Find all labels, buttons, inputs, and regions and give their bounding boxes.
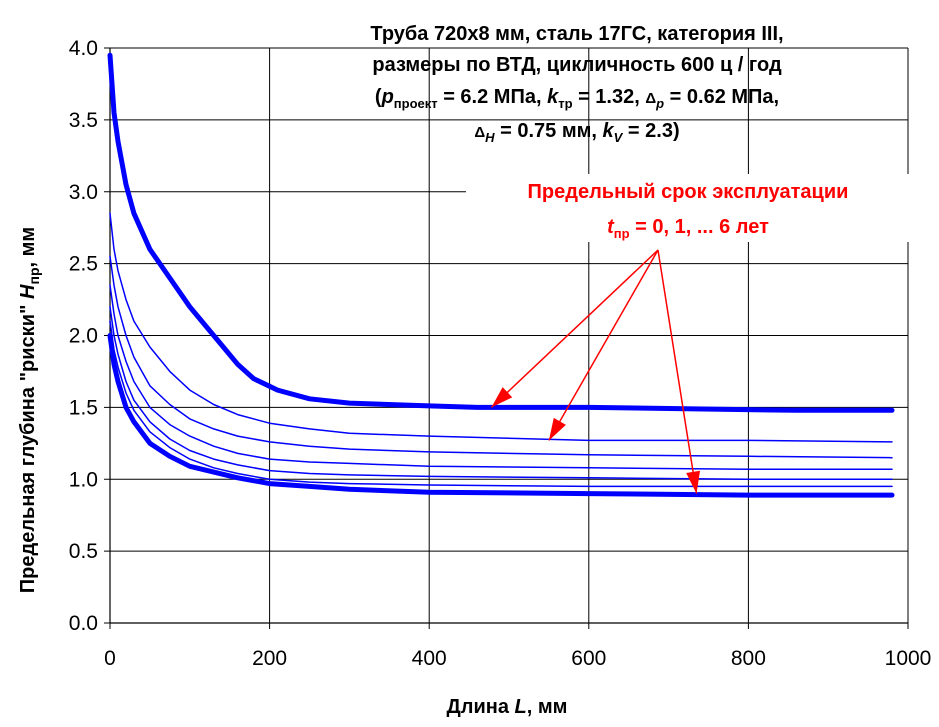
y-axis-title-symbol: H: [17, 284, 39, 299]
x-axis-title-symbol: L: [515, 696, 527, 718]
annotation-arrow-line: [548, 249, 659, 441]
title-ktr-symbol: k: [547, 86, 559, 108]
x-tick-label: 0: [104, 647, 116, 670]
title-dh-symbol: Δ: [474, 124, 485, 141]
annotation-t-symbol: t: [607, 216, 615, 238]
x-tick-label: 200: [252, 647, 287, 670]
x-axis-title-unit: , мм: [527, 696, 568, 718]
chart-title-line-1: Труба 720x8 мм, сталь 17ГС, категория II…: [370, 23, 783, 45]
chart-title-line-3: (pпроект = 6.2 МПа, kтр = 1.32, Δp = 0.6…: [375, 86, 779, 111]
annotation-t-values: = 0, 1, ... 6 лет: [630, 216, 769, 238]
series-line-1: [109, 212, 893, 443]
title-kv-subscript: V: [614, 130, 624, 145]
title-dh-subscript: H: [485, 130, 495, 145]
annotation-arrow-head: [491, 387, 513, 408]
y-tick-label: 0.5: [69, 540, 98, 563]
title-kv-symbol: k: [603, 120, 615, 142]
title-dp-symbol: Δ: [645, 90, 656, 107]
title-p-value: = 6.2 МПа,: [438, 86, 547, 108]
annotation-arrow-line: [657, 249, 698, 494]
title-p-symbol: p: [381, 86, 394, 108]
annotation-arrow-head: [686, 470, 701, 494]
annotation-arrows: [490, 249, 701, 494]
x-tick-label: 1000: [885, 647, 932, 670]
y-axis-title-subscript: пр: [26, 268, 42, 285]
y-tick-label: 3.5: [69, 109, 98, 132]
chart-title-line-4: ΔH = 0.75 мм, kV = 2.3): [474, 120, 679, 145]
y-tick-label: 2.5: [69, 253, 98, 276]
series-line-6: [107, 333, 895, 498]
title-kv-value: = 2.3): [622, 120, 679, 142]
tick-labels: 0.0 0.5 1.0 1.5 2.0 2.5 3.0 3.5 4.0 0 200 400 600 800…: [69, 37, 932, 670]
y-axis-title-unit: , мм: [17, 227, 39, 268]
y-tick-label: 1.5: [69, 396, 98, 419]
series-layer: [107, 52, 895, 498]
y-axis-title-text: Предельная глубина "риски": [17, 299, 39, 593]
annotation-arrow-line: [490, 249, 659, 408]
title-dp-value: = 0.62 МПа,: [664, 86, 779, 108]
series-line-0: [107, 52, 895, 413]
series-line-3: [109, 284, 893, 470]
annotation-arrow-head: [548, 417, 566, 441]
series-line-4: [109, 306, 893, 481]
x-tick-label: 600: [571, 647, 606, 670]
annotation-background: [466, 174, 912, 242]
title-ktr-subscript: тр: [558, 96, 572, 111]
title-dh-value: = 0.75 мм,: [495, 120, 603, 142]
y-axis-title: Предельная глубина "риски" Hпр, мм: [17, 227, 42, 593]
title-paren: (: [375, 86, 382, 108]
title-p-subscript: проект: [394, 96, 438, 111]
x-tick-label: 400: [412, 647, 447, 670]
x-axis-title-text: Длина: [447, 696, 515, 718]
title-ktr-value: = 1.32,: [573, 86, 646, 108]
annotation-line-2: tпр = 0, 1, ... 6 лет: [607, 216, 769, 241]
y-tick-label: 0.0: [69, 612, 98, 635]
x-axis-title: Длина L, мм: [447, 696, 568, 718]
y-tick-label: 4.0: [69, 37, 98, 60]
series-line-5: [109, 320, 893, 488]
x-tick-label: 800: [731, 647, 766, 670]
annotation-t-subscript: пр: [614, 226, 630, 241]
y-tick-label: 2.0: [69, 325, 98, 348]
y-tick-label: 3.0: [69, 181, 98, 204]
annotation-line-1: Предельный срок эксплуатации: [528, 181, 849, 203]
y-tick-label: 1.0: [69, 468, 98, 491]
title-dp-subscript: p: [655, 96, 664, 111]
series-line-2: [109, 255, 893, 459]
chart-title-line-2: размеры по ВТД, цикличность 600 ц / год: [372, 54, 782, 76]
